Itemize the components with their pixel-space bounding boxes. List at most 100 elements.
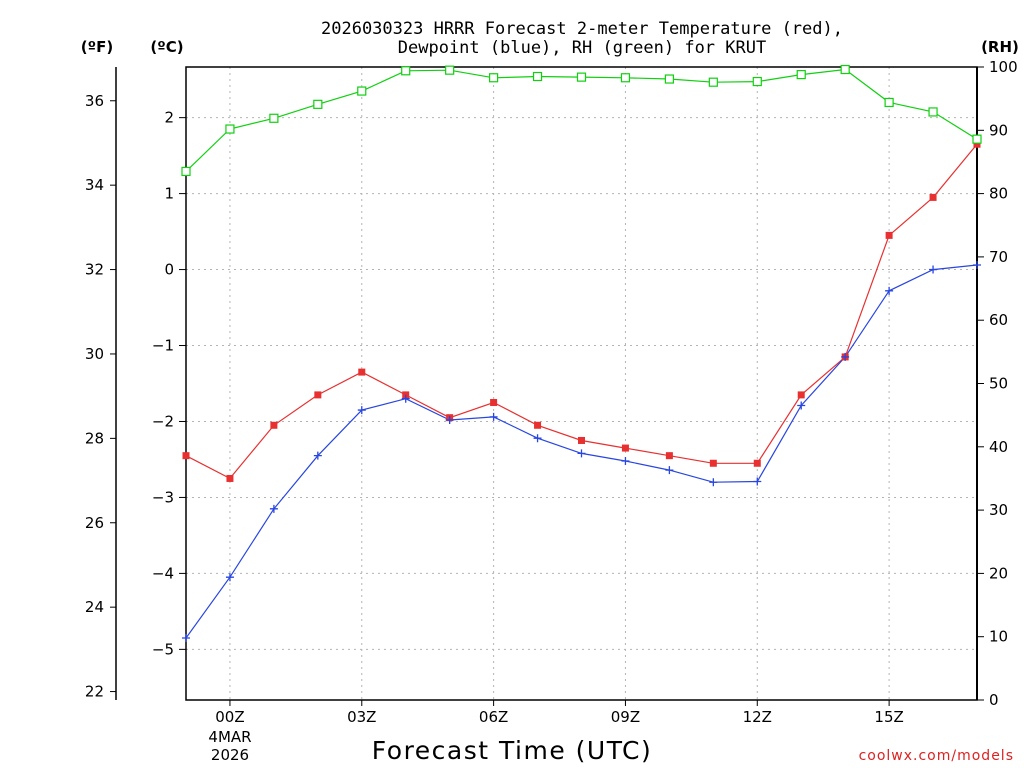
rh-point: [357, 86, 367, 96]
celsius-tick-label: −2: [152, 412, 174, 430]
rh-tick-label: 60: [989, 311, 1008, 329]
celsius-tick-label: −4: [152, 564, 174, 582]
rh-tick-label: 30: [989, 501, 1008, 519]
rh-point: [708, 77, 718, 87]
temperature-point: [270, 421, 278, 429]
fahrenheit-tick-label: 26: [85, 514, 104, 532]
dewpoint-point: [753, 477, 762, 486]
temperature-point: [182, 452, 190, 460]
rh-line: [185, 68, 978, 172]
dewpoint-point: [445, 415, 454, 424]
dewpoint-point: [929, 265, 938, 274]
date-label-day: 4MAR: [208, 728, 251, 746]
fahrenheit-tick-label: 28: [85, 429, 104, 447]
x-axis-title: Forecast Time (UTC): [372, 736, 652, 765]
celsius-tick-label: 2: [164, 109, 174, 127]
celsius-tick-label: −1: [152, 337, 174, 355]
temperature-point: [534, 421, 542, 429]
dewpoint-point: [621, 456, 630, 465]
temperature-point: [929, 193, 937, 201]
rh-tick-label: 40: [989, 438, 1008, 456]
plot-frame: [185, 66, 978, 701]
dewpoint-point: [269, 504, 278, 513]
celsius-unit-label: (ºC): [150, 38, 183, 56]
temperature-point: [490, 398, 498, 406]
celsius-tick-label: 0: [164, 261, 174, 279]
fahrenheit-tick-label: 36: [85, 92, 104, 110]
dewpoint-point: [489, 412, 498, 421]
rh-point: [840, 64, 850, 75]
temperature-point: [578, 436, 585, 444]
celsius-tick-label: −5: [152, 640, 174, 658]
rh-point: [620, 73, 631, 83]
series-markers: [181, 64, 982, 642]
rh-point: [576, 72, 587, 82]
rh-point: [445, 65, 455, 75]
x-tick-label: 06Z: [479, 708, 508, 726]
rh-point: [928, 107, 938, 117]
temperature-point: [885, 231, 893, 239]
rh-point: [972, 134, 982, 144]
dewpoint-point: [533, 434, 542, 443]
dewpoint-point: [357, 406, 366, 415]
temperature-point: [797, 391, 805, 399]
dewpoint-point: [665, 466, 674, 475]
dewpoint-point: [885, 286, 894, 295]
fahrenheit-tick-label: 30: [85, 345, 104, 363]
rh-point: [489, 73, 499, 83]
dewpoint-point: [973, 261, 981, 270]
dewpoint-point: [797, 401, 806, 410]
dewpoint-point: [577, 449, 586, 458]
rh-tick-label: 0: [989, 691, 999, 709]
x-tick-label: 15Z: [874, 708, 903, 726]
temperature-point: [314, 391, 322, 399]
credit-label: coolwx.com/models: [859, 748, 1014, 764]
celsius-tick-label: 1: [164, 185, 174, 203]
temperature-point: [665, 452, 673, 460]
dewpoint-point: [709, 478, 718, 487]
rh-tick-label: 50: [989, 375, 1008, 393]
fahrenheit-tick-label: 32: [85, 261, 104, 279]
rh-tick-label: 80: [989, 185, 1008, 203]
rh-point: [532, 71, 543, 82]
rh-point: [796, 69, 806, 80]
dewpoint-point: [401, 394, 410, 403]
temperature-point: [226, 474, 234, 482]
rh-point: [752, 76, 762, 87]
fahrenheit-tick-label: 22: [85, 683, 104, 701]
rh-point: [884, 97, 894, 108]
rh-point: [664, 74, 674, 84]
chart-title-line-1: 2026030323 HRRR Forecast 2-meter Tempera…: [321, 19, 843, 39]
x-tick-label: 00Z: [215, 708, 244, 726]
series-lines: [185, 68, 978, 639]
rh-tick-label: 20: [989, 564, 1008, 582]
rh-tick-label: 100: [989, 58, 1018, 76]
rh-tick-label: 90: [989, 121, 1008, 139]
dewpoint-point: [182, 633, 190, 642]
x-tick-label: 09Z: [611, 708, 640, 726]
rh-point: [225, 124, 235, 134]
temperature-point: [709, 459, 717, 467]
fahrenheit-unit-label: (ºF): [81, 38, 113, 56]
rh-point: [313, 99, 323, 109]
x-tick-label: 12Z: [743, 708, 772, 726]
temperature-point: [621, 444, 629, 452]
rh-tick-label: 70: [989, 248, 1008, 266]
dewpoint-point: [841, 352, 850, 361]
temperature-point: [358, 368, 366, 376]
dewpoint-point: [313, 451, 322, 460]
rh-point: [181, 166, 191, 177]
temperature-point: [753, 459, 761, 467]
fahrenheit-tick-label: 24: [85, 598, 104, 616]
chart-title-line-2: Dewpoint (blue), RH (green) for KRUT: [398, 38, 766, 58]
tick-labels: 00Z 03Z 06Z 09Z 12Z 15Z210−1−2−3−4−5363432302…: [85, 58, 1018, 726]
rh-point: [269, 113, 279, 123]
date-label-year: 2026: [211, 746, 249, 764]
rh-tick-label: 10: [989, 628, 1008, 646]
rh-unit-label: (RH): [981, 38, 1019, 56]
celsius-tick-label: −3: [152, 488, 174, 506]
dewpoint-point: [225, 573, 234, 582]
fahrenheit-tick-label: 34: [85, 176, 104, 194]
rh-point: [401, 66, 411, 76]
